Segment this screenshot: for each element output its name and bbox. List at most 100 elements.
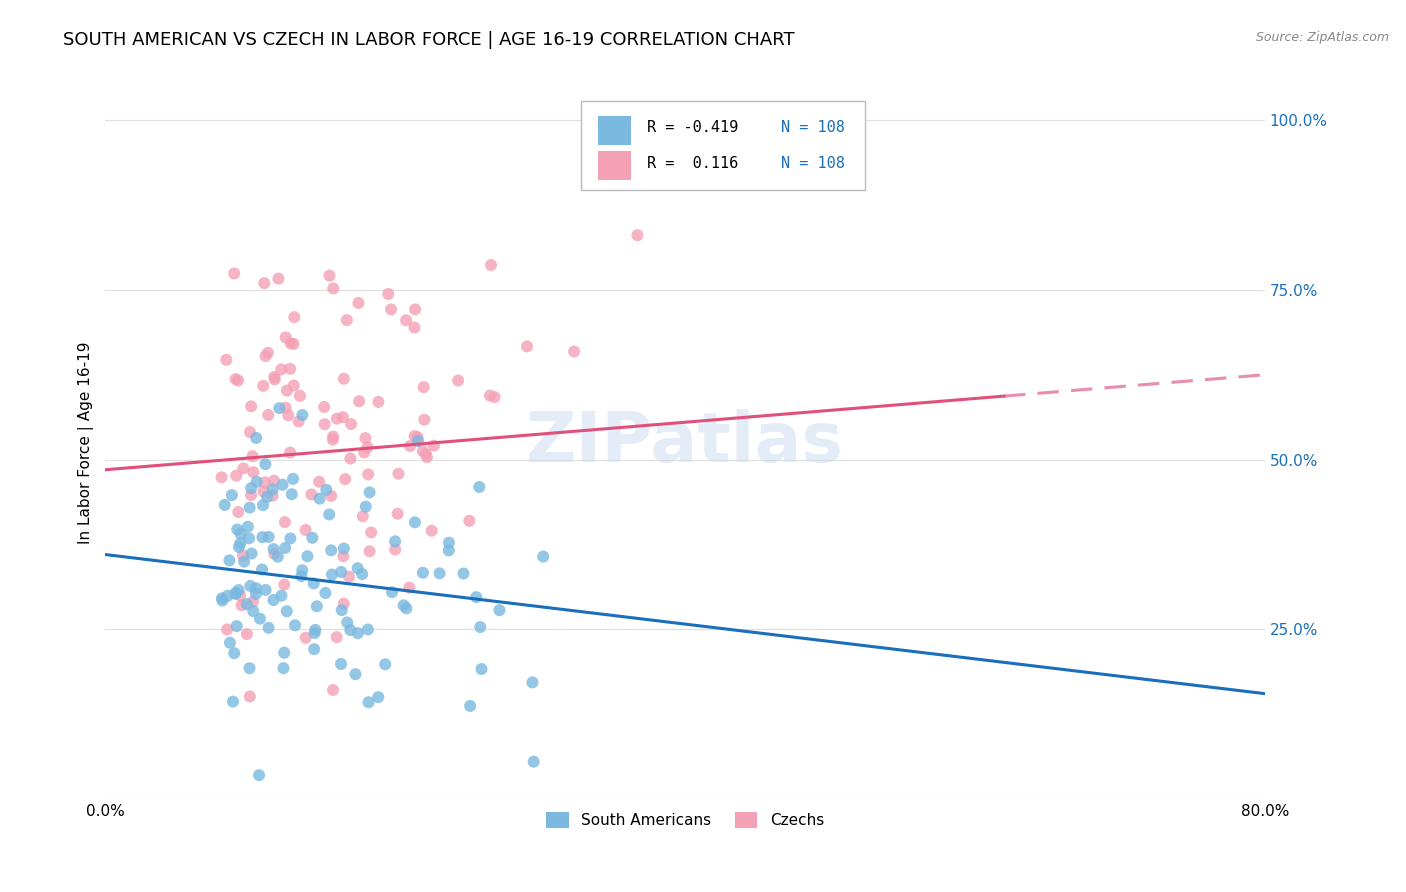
South Americans — [245, 431, 267, 445]
Czechs — [231, 599, 253, 613]
Czechs — [226, 505, 249, 519]
Czechs — [423, 439, 446, 453]
South Americans — [346, 561, 368, 575]
South Americans — [359, 485, 381, 500]
South Americans — [229, 536, 252, 550]
South Americans — [224, 646, 246, 660]
South Americans — [453, 566, 475, 581]
South Americans — [238, 661, 260, 675]
Czechs — [301, 487, 323, 501]
South Americans — [392, 599, 415, 613]
South Americans — [281, 487, 304, 501]
Czechs — [420, 524, 443, 538]
South Americans — [354, 500, 377, 514]
Czechs — [353, 445, 375, 459]
Czechs — [412, 380, 434, 394]
Czechs — [239, 690, 262, 704]
South Americans — [488, 603, 510, 617]
Czechs — [283, 378, 305, 392]
Czechs — [225, 468, 247, 483]
Czechs — [242, 594, 264, 608]
Czechs — [211, 470, 233, 484]
Czechs — [262, 489, 284, 503]
South Americans — [240, 481, 263, 495]
Czechs — [339, 451, 361, 466]
South Americans — [252, 530, 274, 544]
Czechs — [322, 683, 344, 698]
South Americans — [321, 543, 343, 558]
South Americans — [228, 540, 250, 554]
Czechs — [283, 337, 305, 351]
Text: N = 108: N = 108 — [782, 156, 845, 170]
South Americans — [263, 593, 285, 607]
South Americans — [229, 526, 252, 541]
Y-axis label: In Labor Force | Age 16-19: In Labor Force | Age 16-19 — [79, 342, 94, 544]
South Americans — [395, 601, 418, 615]
South Americans — [257, 530, 280, 544]
South Americans — [271, 477, 294, 491]
Czechs — [484, 390, 506, 404]
South Americans — [531, 549, 554, 564]
South Americans — [458, 698, 481, 713]
South Americans — [304, 626, 326, 640]
Text: ZIPatlas: ZIPatlas — [526, 409, 844, 476]
South Americans — [330, 603, 353, 617]
South Americans — [221, 488, 243, 502]
South Americans — [314, 586, 336, 600]
Czechs — [332, 410, 354, 425]
Czechs — [240, 488, 263, 502]
Czechs — [395, 313, 418, 327]
South Americans — [242, 604, 264, 618]
Czechs — [399, 439, 422, 453]
South Americans — [233, 555, 256, 569]
South Americans — [468, 480, 491, 494]
South Americans — [301, 531, 323, 545]
South Americans — [252, 498, 274, 512]
South Americans — [273, 646, 295, 660]
Czechs — [283, 310, 305, 325]
South Americans — [236, 597, 259, 611]
Czechs — [516, 339, 538, 353]
South Americans — [217, 589, 239, 603]
Czechs — [333, 372, 356, 386]
Czechs — [257, 345, 280, 359]
FancyBboxPatch shape — [581, 101, 865, 190]
South Americans — [270, 589, 292, 603]
Text: R = -0.419: R = -0.419 — [647, 120, 738, 136]
Czechs — [267, 271, 290, 285]
South Americans — [225, 619, 247, 633]
South Americans — [246, 475, 269, 489]
Czechs — [232, 549, 254, 563]
Czechs — [217, 623, 239, 637]
South Americans — [238, 531, 260, 545]
South Americans — [219, 636, 242, 650]
Czechs — [413, 413, 436, 427]
Czechs — [254, 349, 277, 363]
South Americans — [437, 543, 460, 558]
Czechs — [359, 544, 381, 558]
South Americans — [522, 675, 544, 690]
South Americans — [339, 623, 361, 637]
Czechs — [332, 549, 354, 563]
South Americans — [465, 590, 488, 604]
South Americans — [291, 563, 314, 577]
Czechs — [380, 302, 402, 317]
Czechs — [347, 296, 370, 310]
South Americans — [250, 562, 273, 576]
Czechs — [360, 525, 382, 540]
Czechs — [257, 408, 280, 422]
Czechs — [215, 352, 238, 367]
Czechs — [398, 581, 420, 595]
Czechs — [314, 400, 336, 414]
Czechs — [242, 465, 264, 479]
South Americans — [224, 587, 246, 601]
South Americans — [352, 567, 374, 582]
Czechs — [322, 429, 344, 443]
South Americans — [290, 569, 312, 583]
Czechs — [225, 372, 247, 386]
South Americans — [357, 623, 380, 637]
Czechs — [447, 374, 470, 388]
South Americans — [384, 534, 406, 549]
South Americans — [281, 472, 304, 486]
South Americans — [225, 586, 247, 600]
